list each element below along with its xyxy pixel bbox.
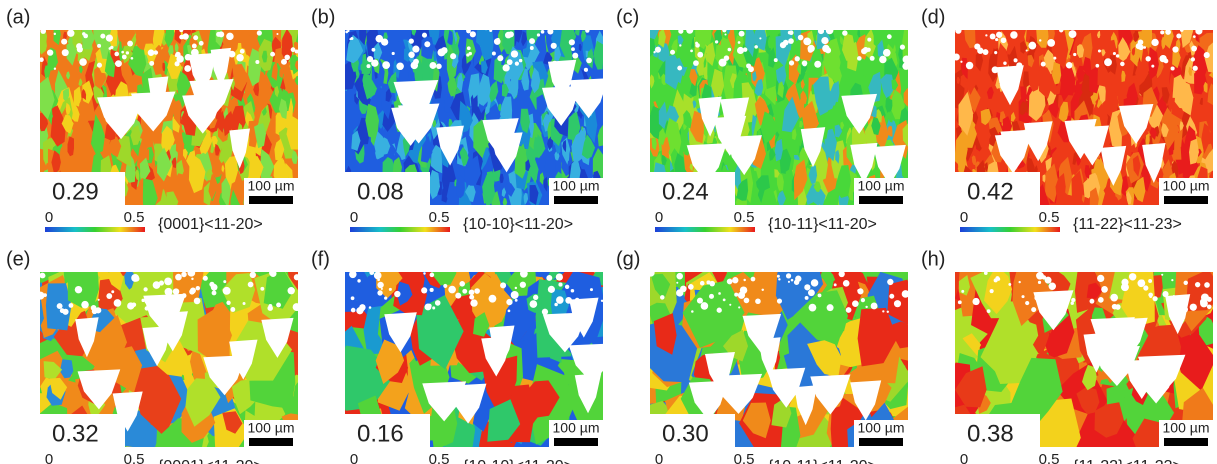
colorbar-max: 0.5 [124,209,145,226]
panel-label: (g) [616,248,640,270]
colorbar [45,227,145,232]
panel: (h) 0.38 100 µm 0 0.5 {11-22}<11-23> [921,248,1213,464]
scale-bar-label: 100 µm [553,420,600,436]
panel: (a) 0.29 100 µm 0 0.5 {0001}<11-20> [6,6,298,233]
colorbar-min: 0 [960,451,968,464]
panel: (c) 0.24 100 µm 0 0.5 {10-11}<11-20> [616,6,908,233]
panel-label: (d) [921,6,945,28]
panel-label: (h) [921,248,945,270]
colorbar [655,227,755,232]
schmid-factor-value: 0.32 [52,420,99,447]
orientation-map [955,272,1213,447]
slip-system: {10-10}<11-20> [463,458,573,464]
panel: (g) 0.30 100 µm 0 0.5 {10-11}<11-20> [616,248,908,464]
slip-system: {0001}<11-20> [158,458,263,464]
value-box [955,172,1040,210]
panel-label: (c) [616,6,639,28]
panel: (d) 0.42 100 µm 0 0.5 {11-22}<11-23> [921,6,1213,233]
value-box [650,172,735,210]
scale-bar [249,196,293,204]
scale-bar [554,196,598,204]
colorbar-max: 0.5 [1039,451,1060,464]
slip-system: {10-11}<11-20> [768,458,877,464]
panel-label: (a) [6,6,30,28]
panel: (e) 0.32 100 µm 0 0.5 {0001}<11-20> [6,248,298,464]
colorbar [350,227,450,232]
scale-bar [859,438,903,446]
slip-system: {10-11}<11-20> [768,216,877,233]
colorbar-min: 0 [655,451,663,464]
schmid-factor-value: 0.29 [52,178,99,205]
schmid-factor-value: 0.42 [967,178,1014,205]
colorbar-max: 0.5 [1039,209,1060,226]
scale-bar [1164,438,1208,446]
colorbar [960,227,1060,232]
scale-bar-label: 100 µm [1163,420,1210,436]
scale-bar-label: 100 µm [248,178,295,194]
panel: (b) 0.08 100 µm 0 0.5 {10-10}<11-20> [311,6,603,233]
value-box [40,414,125,452]
panel-label: (e) [6,248,30,270]
value-box [40,172,125,210]
scale-bar-label: 100 µm [858,420,905,436]
colorbar-min: 0 [655,209,663,226]
scale-bar-label: 100 µm [248,420,295,436]
scale-bar-label: 100 µm [553,178,600,194]
colorbar-max: 0.5 [429,451,450,464]
slip-system: {0001}<11-20> [158,216,263,233]
scale-bar [1164,196,1208,204]
colorbar-max: 0.5 [734,209,755,226]
schmid-factor-value: 0.30 [662,420,709,447]
scale-bar [249,438,293,446]
colorbar-min: 0 [350,451,358,464]
colorbar-min: 0 [45,451,53,464]
value-box [345,414,430,452]
slip-system: {11-22}<11-23> [1073,458,1182,464]
scale-bar-label: 100 µm [1163,178,1210,194]
colorbar-max: 0.5 [429,209,450,226]
value-box [650,414,735,452]
scale-bar [859,196,903,204]
scale-bar [554,438,598,446]
panel-label: (b) [311,6,335,28]
schmid-factor-value: 0.24 [662,178,709,205]
panel-label: (f) [311,248,330,270]
schmid-factor-value: 0.38 [967,420,1014,447]
slip-system: {11-22}<11-23> [1073,216,1182,233]
slip-system: {10-10}<11-20> [463,216,573,233]
colorbar-max: 0.5 [124,451,145,464]
value-box [955,414,1040,452]
value-box [345,172,430,210]
colorbar-min: 0 [45,209,53,226]
schmid-factor-value: 0.08 [357,178,404,205]
panel: (f) 0.16 100 µm 0 0.5 {10-10}<11-20> [311,248,603,464]
schmid-factor-value: 0.16 [357,420,404,447]
scale-bar-label: 100 µm [858,178,905,194]
colorbar-min: 0 [350,209,358,226]
colorbar-max: 0.5 [734,451,755,464]
orientation-map [40,272,298,447]
colorbar-min: 0 [960,209,968,226]
